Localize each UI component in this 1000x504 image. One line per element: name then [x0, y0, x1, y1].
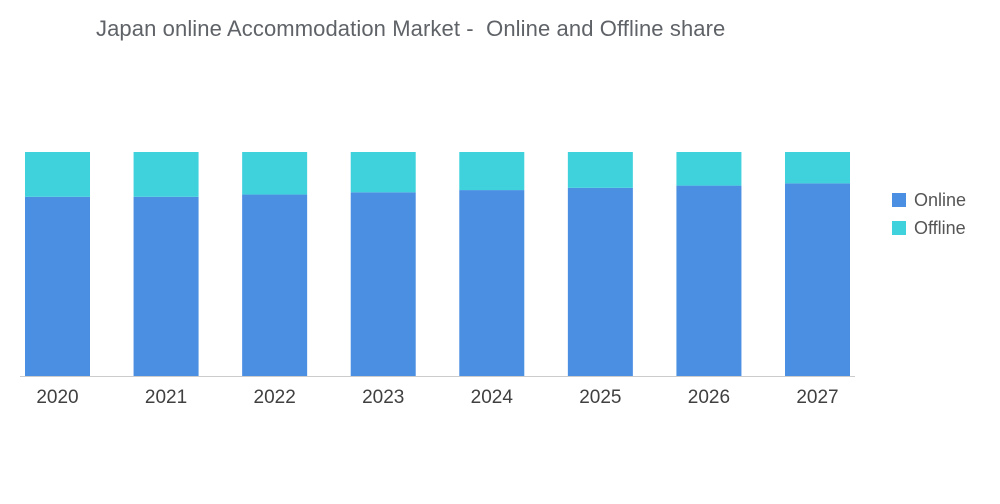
legend-swatch-online: [892, 193, 906, 207]
x-tick-label-2024: 2024: [471, 387, 514, 408]
x-tick-label-2022: 2022: [254, 387, 296, 408]
bar-offline-2027: [785, 152, 850, 184]
bar-online-2020: [25, 196, 90, 376]
legend-swatch-offline: [892, 221, 906, 235]
bar-offline-2021: [133, 152, 199, 197]
bar-offline-2020: [25, 152, 90, 197]
bar-online-2024: [459, 190, 525, 376]
bar-online-2025: [567, 187, 633, 376]
x-tick-label-2027: 2027: [796, 387, 838, 408]
x-tick-label-2026: 2026: [688, 387, 730, 408]
bar-offline-2024: [459, 152, 525, 191]
bar-online-2026: [676, 185, 742, 376]
bar-offline-2025: [567, 152, 633, 188]
legend-label-offline: Offline: [914, 217, 966, 238]
legend-item-offline: Offline: [892, 218, 966, 238]
bar-offline-2026: [676, 152, 742, 186]
bar-online-2023: [350, 192, 416, 376]
x-tick-label-2020: 2020: [36, 387, 78, 408]
chart-title: Japan online Accommodation Market - Onli…: [96, 16, 726, 41]
bar-offline-2023: [350, 152, 416, 193]
legend-item-online: Online: [892, 190, 966, 210]
bar-offline-2022: [242, 152, 308, 195]
legend: Online Offline: [892, 190, 966, 246]
bar-online-2027: [785, 183, 850, 376]
x-tick-label-2021: 2021: [145, 387, 187, 408]
x-tick-label-2025: 2025: [579, 387, 621, 408]
bar-online-2022: [242, 194, 308, 376]
bar-online-2021: [133, 196, 199, 376]
x-tick-label-2023: 2023: [362, 387, 404, 408]
legend-label-online: Online: [914, 189, 967, 210]
